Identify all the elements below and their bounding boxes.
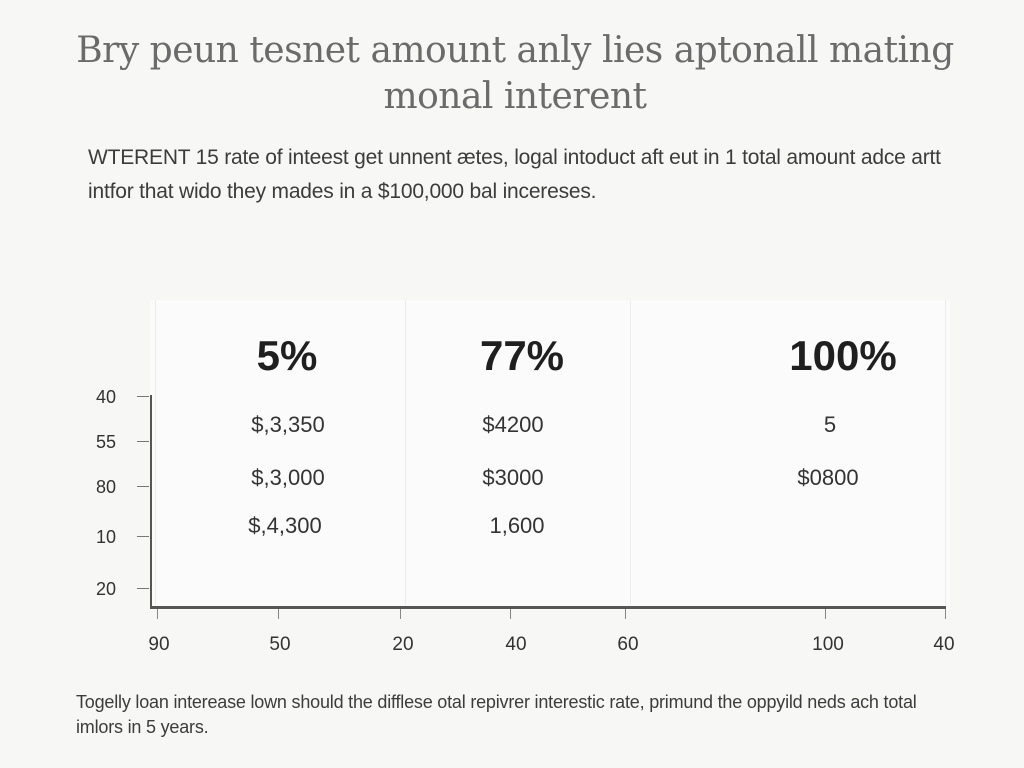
- x-tick-label: 100: [812, 634, 844, 655]
- x-tick: [625, 609, 626, 619]
- grid-line: [630, 300, 631, 605]
- grid-line: [155, 300, 156, 605]
- data-cell: $,3,350: [251, 412, 325, 437]
- data-cell: $4200: [482, 412, 544, 437]
- data-cell: $,4,300: [248, 513, 322, 538]
- y-tick-label: 20: [96, 579, 117, 599]
- x-tick: [400, 609, 401, 619]
- chart-subtitle: WTERENT 15 rate of inteest get unnent æt…: [88, 146, 941, 203]
- x-tick-label: 60: [617, 634, 639, 655]
- x-tick: [157, 609, 158, 619]
- column-header-1: 5%: [256, 332, 318, 379]
- x-tick: [825, 609, 826, 619]
- y-tick: [137, 396, 149, 397]
- grid-line: [945, 300, 946, 605]
- x-tick-label: 90: [148, 634, 170, 655]
- x-tick: [945, 609, 946, 619]
- x-tick-label: 40: [933, 634, 955, 655]
- x-tick-label: 50: [269, 634, 291, 655]
- data-cell: $3000: [482, 465, 544, 490]
- grid-line: [405, 300, 406, 605]
- chart-footnote: Togelly loan interease lown should the d…: [76, 692, 917, 737]
- y-tick-label: 80: [96, 477, 117, 497]
- chart-title: Bry peun tesnet amount anly lies aptonal…: [76, 30, 954, 117]
- column-header-3: 100%: [789, 332, 897, 379]
- data-cell: 1,600: [489, 513, 545, 538]
- x-tick: [278, 609, 279, 619]
- data-cell: 5: [823, 412, 837, 437]
- y-tick-label: 40: [96, 387, 117, 407]
- x-axis: [150, 606, 946, 609]
- chart-panel: [150, 300, 950, 610]
- y-tick-label: 55: [96, 432, 117, 452]
- y-tick: [137, 536, 149, 537]
- y-tick-label: 10: [96, 527, 117, 547]
- column-header-2: 77%: [479, 332, 565, 379]
- y-tick: [137, 486, 149, 487]
- data-cell: $,3,000: [251, 465, 325, 490]
- y-tick: [137, 441, 149, 442]
- x-tick-label: 20: [392, 634, 414, 655]
- y-axis: [150, 395, 152, 609]
- x-tick-label: 40: [505, 634, 527, 655]
- x-tick: [510, 609, 511, 619]
- y-tick: [137, 588, 149, 589]
- data-cell: $0800: [797, 465, 859, 490]
